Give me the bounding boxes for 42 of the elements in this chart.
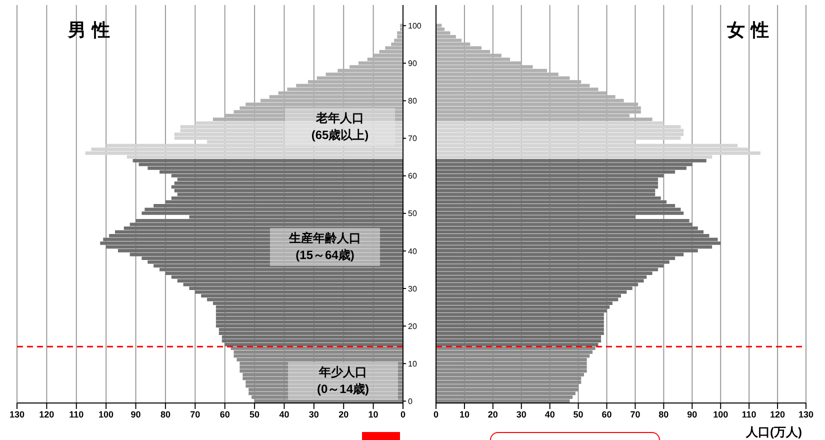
x-tick-label: 20 — [488, 409, 498, 420]
y-tick-label: 40 — [408, 246, 418, 256]
x-tick-label: 80 — [658, 409, 669, 420]
x-tick-label: 80 — [160, 409, 170, 420]
x-tick-label: 30 — [516, 409, 526, 420]
y-tick-label: 70 — [408, 134, 418, 144]
x-tick-label: 100 — [713, 409, 728, 420]
x-tick-label: 100 — [98, 409, 114, 420]
y-tick-label: 60 — [408, 172, 418, 181]
x-tick-label: 10 — [368, 409, 378, 420]
y-tick-label: 20 — [408, 322, 418, 331]
x-tick-label: 70 — [630, 409, 640, 420]
x-tick-label: 0 — [400, 409, 406, 420]
x-tick-label: 60 — [220, 409, 230, 420]
y-tick-label: 10 — [408, 359, 418, 368]
x-tick-label: 90 — [687, 409, 698, 420]
x-axis-title: 人口(万人) — [745, 425, 802, 439]
x-tick-label: 120 — [770, 409, 786, 420]
x-tick-label: 110 — [69, 409, 84, 420]
text: 女性 — [727, 19, 775, 42]
x-tick-label: 20 — [338, 409, 349, 420]
x-tick-label: 130 — [9, 409, 25, 420]
x-tick-label: 120 — [39, 409, 54, 420]
x-tick-label: 130 — [798, 409, 814, 420]
text: 男性 — [68, 19, 116, 42]
y-tick-label: 0 — [408, 396, 413, 406]
x-tick-label: 110 — [742, 409, 756, 420]
x-tick-label: 0 — [433, 409, 439, 420]
x-tick-label: 30 — [308, 409, 319, 420]
x-tick-label: 10 — [459, 409, 470, 420]
x-tick-label: 40 — [279, 409, 290, 420]
x-tick-label: 50 — [573, 409, 584, 420]
x-tick-label: 90 — [130, 409, 141, 420]
y-tick-label: 30 — [408, 284, 418, 294]
y-tick-label: 90 — [408, 59, 418, 68]
y-tick-label: 100 — [408, 21, 422, 30]
y-tick-label: 80 — [408, 96, 418, 106]
x-tick-label: 70 — [190, 409, 200, 420]
x-tick-label: 50 — [250, 409, 260, 420]
x-tick-label: 40 — [544, 409, 555, 420]
y-tick-label: 50 — [408, 209, 418, 218]
x-tick-label: 60 — [602, 409, 612, 420]
